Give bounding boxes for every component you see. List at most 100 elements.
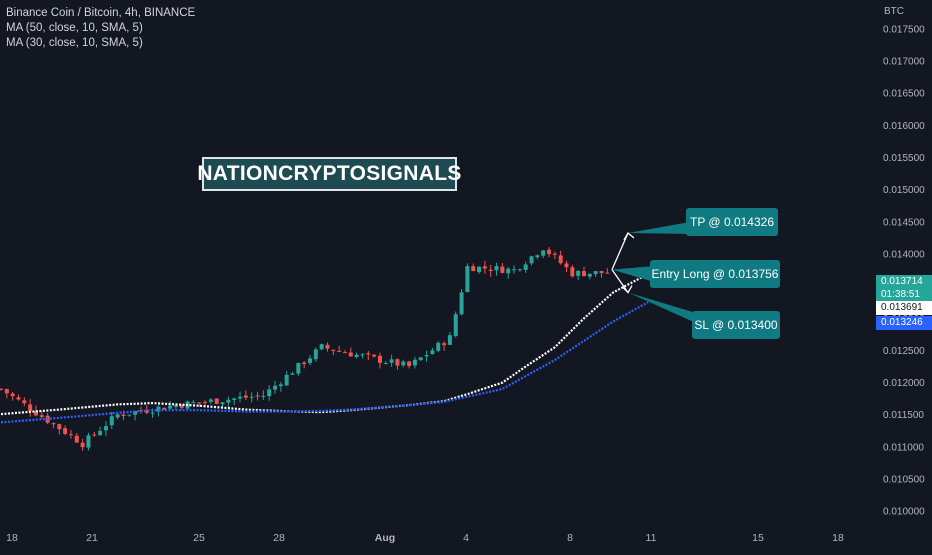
candle-up[interactable] [296, 362, 301, 374]
candle-up[interactable] [133, 411, 138, 415]
legend-symbol[interactable]: Binance Coin / Bitcoin, 4h, BINANCE [6, 7, 196, 19]
candle-down[interactable] [33, 411, 38, 416]
candle-up[interactable] [290, 373, 295, 375]
candle-down[interactable] [214, 398, 219, 404]
candle-up[interactable] [535, 255, 540, 258]
candle-down[interactable] [51, 423, 56, 425]
candle-up[interactable] [517, 269, 522, 271]
candle-down[interactable] [28, 404, 33, 411]
candle-down[interactable] [92, 434, 97, 436]
candle-up[interactable] [109, 416, 114, 426]
candle-down[interactable] [372, 354, 377, 357]
candle-up[interactable] [278, 384, 283, 387]
candle-down[interactable] [0, 388, 3, 390]
candle-up[interactable] [86, 435, 91, 448]
candle-down[interactable] [121, 414, 126, 416]
candle-down[interactable] [482, 266, 487, 269]
candle-up[interactable] [494, 266, 499, 271]
candle-down[interactable] [570, 267, 575, 277]
candle-down[interactable] [337, 350, 342, 352]
candle-down[interactable] [57, 424, 62, 430]
candle-down[interactable] [488, 269, 493, 271]
candle-up[interactable] [208, 399, 213, 402]
candle-up[interactable] [261, 395, 266, 397]
candle-down[interactable] [4, 389, 9, 394]
candle-down[interactable] [144, 410, 149, 413]
candle-down[interactable] [63, 428, 68, 434]
candle-up[interactable] [220, 402, 225, 405]
candle-up[interactable] [412, 359, 417, 366]
candle-up[interactable] [593, 271, 598, 275]
legend-ma-50[interactable]: MA (50, close, 10, SMA, 5) [6, 22, 143, 34]
candle-up[interactable] [284, 374, 289, 386]
candle-down[interactable] [302, 362, 307, 365]
candle-down[interactable] [80, 442, 85, 448]
candle-up[interactable] [354, 354, 359, 358]
candle-down[interactable] [179, 405, 184, 408]
candle-up[interactable] [191, 402, 196, 404]
candle-down[interactable] [243, 395, 248, 398]
candle-up[interactable] [436, 342, 441, 351]
candle-down[interactable] [552, 253, 557, 255]
entry-callout[interactable]: Entry Long @ 0.013756 [650, 260, 780, 288]
candle-up[interactable] [98, 430, 103, 436]
candle-up[interactable] [453, 314, 458, 337]
candle-down[interactable] [471, 266, 476, 272]
candle-up[interactable] [523, 264, 528, 270]
candle-up[interactable] [529, 256, 534, 264]
candle-up[interactable] [226, 399, 231, 403]
candle-up[interactable] [424, 355, 429, 357]
candle-up[interactable] [249, 396, 254, 398]
candle-up[interactable] [477, 266, 482, 273]
candle-down[interactable] [68, 434, 73, 436]
candle-up[interactable] [307, 358, 312, 364]
candle-up[interactable] [418, 357, 423, 361]
candle-up[interactable] [587, 273, 592, 277]
candle-down[interactable] [564, 263, 569, 268]
candle-up[interactable] [267, 389, 272, 397]
ma50-line[interactable] [0, 272, 649, 416]
candle-down[interactable] [39, 415, 44, 417]
tp-callout[interactable]: TP @ 0.014326 [686, 208, 778, 236]
candle-down[interactable] [395, 359, 400, 366]
candle-up[interactable] [459, 292, 464, 315]
candle-up[interactable] [103, 426, 108, 431]
candle-up[interactable] [238, 396, 243, 399]
candle-up[interactable] [313, 349, 318, 360]
candle-down[interactable] [197, 402, 202, 404]
candle-down[interactable] [331, 349, 336, 352]
candle-up[interactable] [150, 412, 155, 414]
candle-down[interactable] [500, 266, 505, 273]
candle-up[interactable] [115, 414, 120, 418]
candle-up[interactable] [127, 414, 132, 416]
ma30-line[interactable] [0, 301, 649, 424]
candle-down[interactable] [407, 361, 412, 367]
candle-up[interactable] [576, 270, 581, 276]
candle-up[interactable] [173, 405, 178, 407]
candle-down[interactable] [162, 407, 167, 410]
candle-up[interactable] [383, 363, 388, 365]
candle-down[interactable] [348, 352, 353, 357]
candle-down[interactable] [377, 355, 382, 363]
candle-down[interactable] [203, 402, 208, 404]
candle-up[interactable] [512, 269, 517, 271]
candle-up[interactable] [273, 385, 278, 390]
candle-up[interactable] [447, 335, 452, 345]
candle-down[interactable] [366, 353, 371, 355]
candle-down[interactable] [255, 395, 260, 397]
candle-down[interactable] [605, 272, 610, 274]
candle-down[interactable] [599, 270, 604, 274]
candle-down[interactable] [547, 249, 552, 255]
candle-up[interactable] [168, 405, 173, 409]
candle-up[interactable] [360, 354, 365, 356]
legend-ma-30[interactable]: MA (30, close, 10, SMA, 5) [6, 37, 143, 49]
candle-up[interactable] [389, 359, 394, 363]
candle-down[interactable] [342, 352, 347, 354]
candle-up[interactable] [465, 266, 470, 292]
candle-down[interactable] [325, 344, 330, 349]
candle-down[interactable] [10, 393, 15, 397]
sl-callout[interactable]: SL @ 0.013400 [692, 311, 780, 339]
candle-up[interactable] [430, 350, 435, 355]
